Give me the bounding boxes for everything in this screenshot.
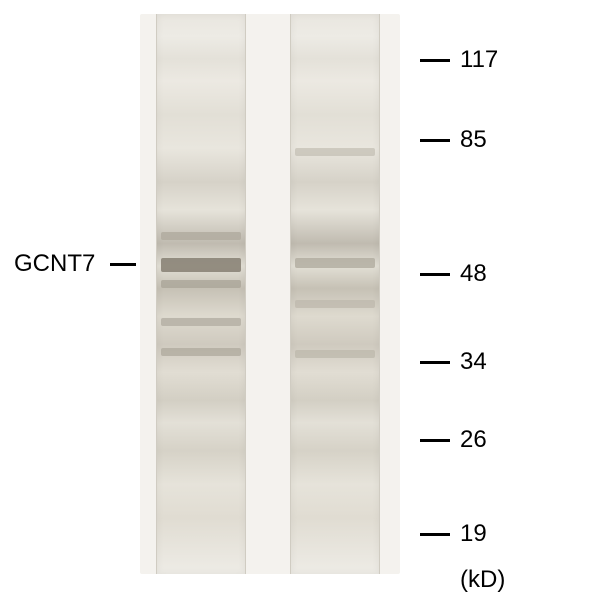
blot-band: [161, 318, 241, 326]
marker-label: 48: [460, 260, 487, 288]
marker-label: 34: [460, 348, 487, 376]
marker-tick: [420, 139, 450, 142]
protein-tick: [110, 263, 136, 266]
marker-tick: [420, 439, 450, 442]
blot-band: [295, 350, 375, 358]
marker-label: 26: [460, 426, 487, 454]
marker-tick: [420, 59, 450, 62]
lane-1: [156, 14, 246, 574]
blot-area: [140, 14, 400, 574]
marker-label: 85: [460, 126, 487, 154]
blot-band: [295, 300, 375, 308]
marker-label: 19: [460, 520, 487, 548]
marker-tick: [420, 533, 450, 536]
protein-label: GCNT7: [14, 250, 95, 278]
lane-2: [290, 14, 380, 574]
figure-container: GCNT7 117 85 48 34 26 19 (kD): [0, 0, 608, 608]
blot-band: [161, 232, 241, 240]
marker-label: 117: [460, 46, 498, 74]
unit-label: (kD): [460, 566, 505, 594]
blot-band: [161, 348, 241, 356]
blot-band: [161, 280, 241, 288]
marker-tick: [420, 361, 450, 364]
blot-band: [295, 258, 375, 268]
blot-band: [161, 258, 241, 272]
marker-tick: [420, 273, 450, 276]
blot-band: [295, 148, 375, 156]
